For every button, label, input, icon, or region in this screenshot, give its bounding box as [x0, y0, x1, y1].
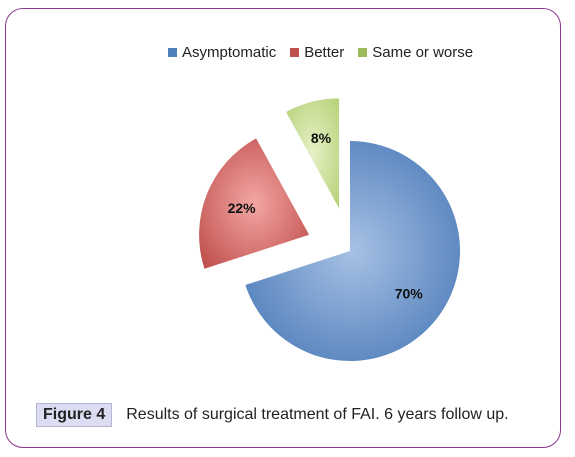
slice-label-asymptomatic: 70%	[395, 286, 424, 302]
figure-caption: Figure 4 Results of surgical treatment o…	[36, 403, 509, 427]
figure-label: Figure 4	[36, 403, 113, 427]
legend-swatch-same-or-worse	[358, 48, 368, 57]
chart-legend: Asymptomatic Better Same or worse	[168, 44, 487, 61]
legend-label-asymptomatic: Asymptomatic	[182, 44, 277, 61]
legend-item-same-or-worse: Same or worse	[358, 44, 473, 61]
legend-swatch-asymptomatic	[168, 48, 177, 57]
slice-label-better: 22%	[228, 200, 257, 216]
figure-caption-text: Results of surgical treatment of FAI. 6 …	[126, 406, 509, 423]
figure-frame	[5, 8, 561, 448]
legend-item-better: Better	[290, 44, 344, 61]
slice-label-same-or-worse: 8%	[311, 130, 332, 146]
legend-label-same-or-worse: Same or worse	[372, 44, 474, 61]
slice-better	[199, 138, 310, 269]
legend-swatch-better	[290, 48, 300, 57]
slice-asymptomatic	[245, 141, 460, 361]
legend-item-asymptomatic: Asymptomatic	[168, 44, 276, 61]
legend-label-better: Better	[304, 44, 345, 61]
slice-same-or-worse	[286, 98, 340, 209]
